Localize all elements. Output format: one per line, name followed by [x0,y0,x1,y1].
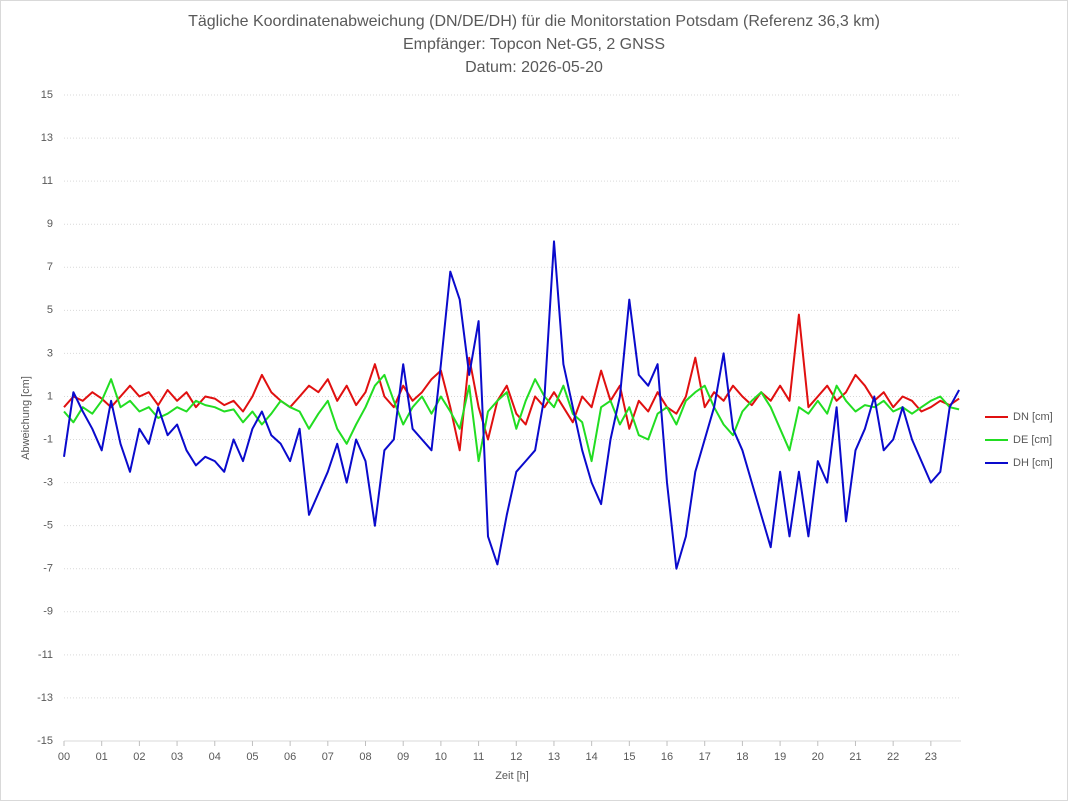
x-tick-label: 09 [397,751,409,763]
y-tick-label: 1 [47,390,53,402]
y-tick-label: 5 [47,304,53,316]
x-tick-label: 06 [284,751,296,763]
x-tick-label: 11 [473,751,484,763]
legend-label: DH [cm] [1013,457,1053,469]
x-tick-label: 14 [586,751,598,763]
chart-title: Tägliche Koordinatenabweichung (DN/DE/DH… [188,13,880,30]
x-axis-label: Zeit [h] [495,770,529,782]
chart-subtitle: Datum: 2026-05-20 [465,59,603,76]
x-tick-label: 21 [849,751,861,763]
y-tick-label: 9 [47,218,53,230]
series-line [63,373,960,463]
series-line [63,240,960,570]
x-tick-label: 05 [246,751,258,763]
x-tick-label: 20 [812,751,824,763]
x-tick-label: 07 [322,751,334,763]
y-tick-label: 3 [47,347,53,359]
y-tick-label: 7 [47,261,53,273]
x-tick-label: 03 [171,751,183,763]
x-tick-label: 08 [359,751,371,763]
y-tick-label: -15 [37,735,53,747]
y-tick-label: 15 [41,89,53,101]
x-tick-label: 22 [887,751,899,763]
y-tick-label: -11 [38,649,53,661]
series-line [63,313,960,452]
y-tick-label: -7 [43,563,53,575]
chart-subtitle: Empfänger: Topcon Net-G5, 2 GNSS [403,36,665,53]
y-tick-label: -9 [43,606,53,618]
x-tick-label: 02 [133,751,145,763]
x-tick-label: 04 [209,751,221,763]
x-tick-label: 13 [548,751,560,763]
legend-label: DE [cm] [1013,434,1052,446]
x-tick-label: 01 [96,751,108,763]
y-tick-label: 11 [42,175,53,187]
x-tick-label: 17 [699,751,711,763]
x-tick-label: 12 [510,751,522,763]
x-tick-label: 00 [58,751,70,763]
y-tick-label: -5 [43,520,53,532]
y-tick-label: -1 [43,433,53,445]
y-axis-label: Abweichung [cm] [20,376,32,460]
x-tick-label: 19 [774,751,786,763]
x-tick-label: 15 [623,751,635,763]
x-tick-label: 16 [661,751,673,763]
x-tick-label: 10 [435,751,447,763]
x-tick-label: 23 [925,751,937,763]
x-tick-label: 18 [736,751,748,763]
legend-label: DN [cm] [1013,411,1053,423]
y-tick-label: -13 [37,692,53,704]
y-tick-label: -3 [43,477,53,489]
y-tick-label: 13 [41,132,53,144]
